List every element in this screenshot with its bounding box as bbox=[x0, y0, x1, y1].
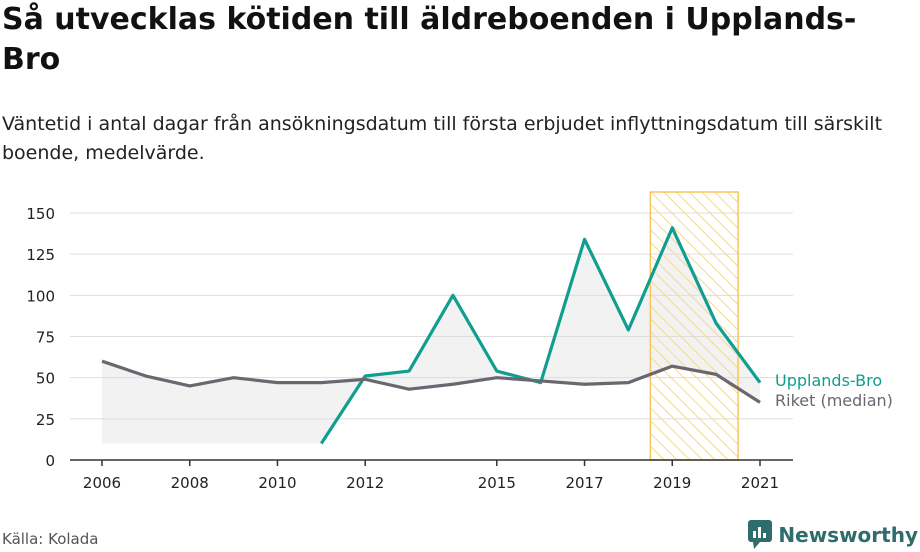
y-tick-label: 100 bbox=[26, 287, 55, 305]
series-label: Riket (median) bbox=[775, 391, 893, 410]
chart-subtitle: Väntetid i antal dagar från ansökningsda… bbox=[2, 113, 883, 164]
series-line-upplands-bro bbox=[319, 226, 762, 445]
x-tick-label: 2017 bbox=[565, 474, 603, 492]
brand-logo: Newsworthy bbox=[748, 520, 918, 550]
x-tick-label: 2008 bbox=[171, 474, 209, 492]
y-tick-label: 25 bbox=[36, 411, 55, 429]
x-tick-label: 2012 bbox=[346, 474, 384, 492]
y-tick-label: 50 bbox=[36, 370, 55, 388]
x-tick-label: 2015 bbox=[478, 474, 516, 492]
y-tick-label: 0 bbox=[45, 452, 55, 470]
x-tick-label: 2006 bbox=[83, 474, 121, 492]
y-tick-label: 75 bbox=[36, 329, 55, 347]
highlight-band bbox=[649, 191, 739, 461]
y-tick-label: 125 bbox=[26, 246, 55, 264]
x-tick-label: 2010 bbox=[258, 474, 296, 492]
series-line-riket bbox=[101, 359, 761, 404]
brand-name: Newsworthy bbox=[778, 523, 918, 547]
x-tick-label: 2019 bbox=[653, 474, 691, 492]
source-note: Källa: Kolada bbox=[2, 530, 99, 548]
x-tick-label: 2021 bbox=[741, 474, 779, 492]
series-label: Upplands-Bro bbox=[775, 371, 882, 390]
chart-title: Så utvecklas kötiden till äldreboenden i… bbox=[2, 2, 857, 77]
y-tick-label: 150 bbox=[26, 205, 55, 223]
newsworthy-logo-icon bbox=[748, 520, 773, 549]
